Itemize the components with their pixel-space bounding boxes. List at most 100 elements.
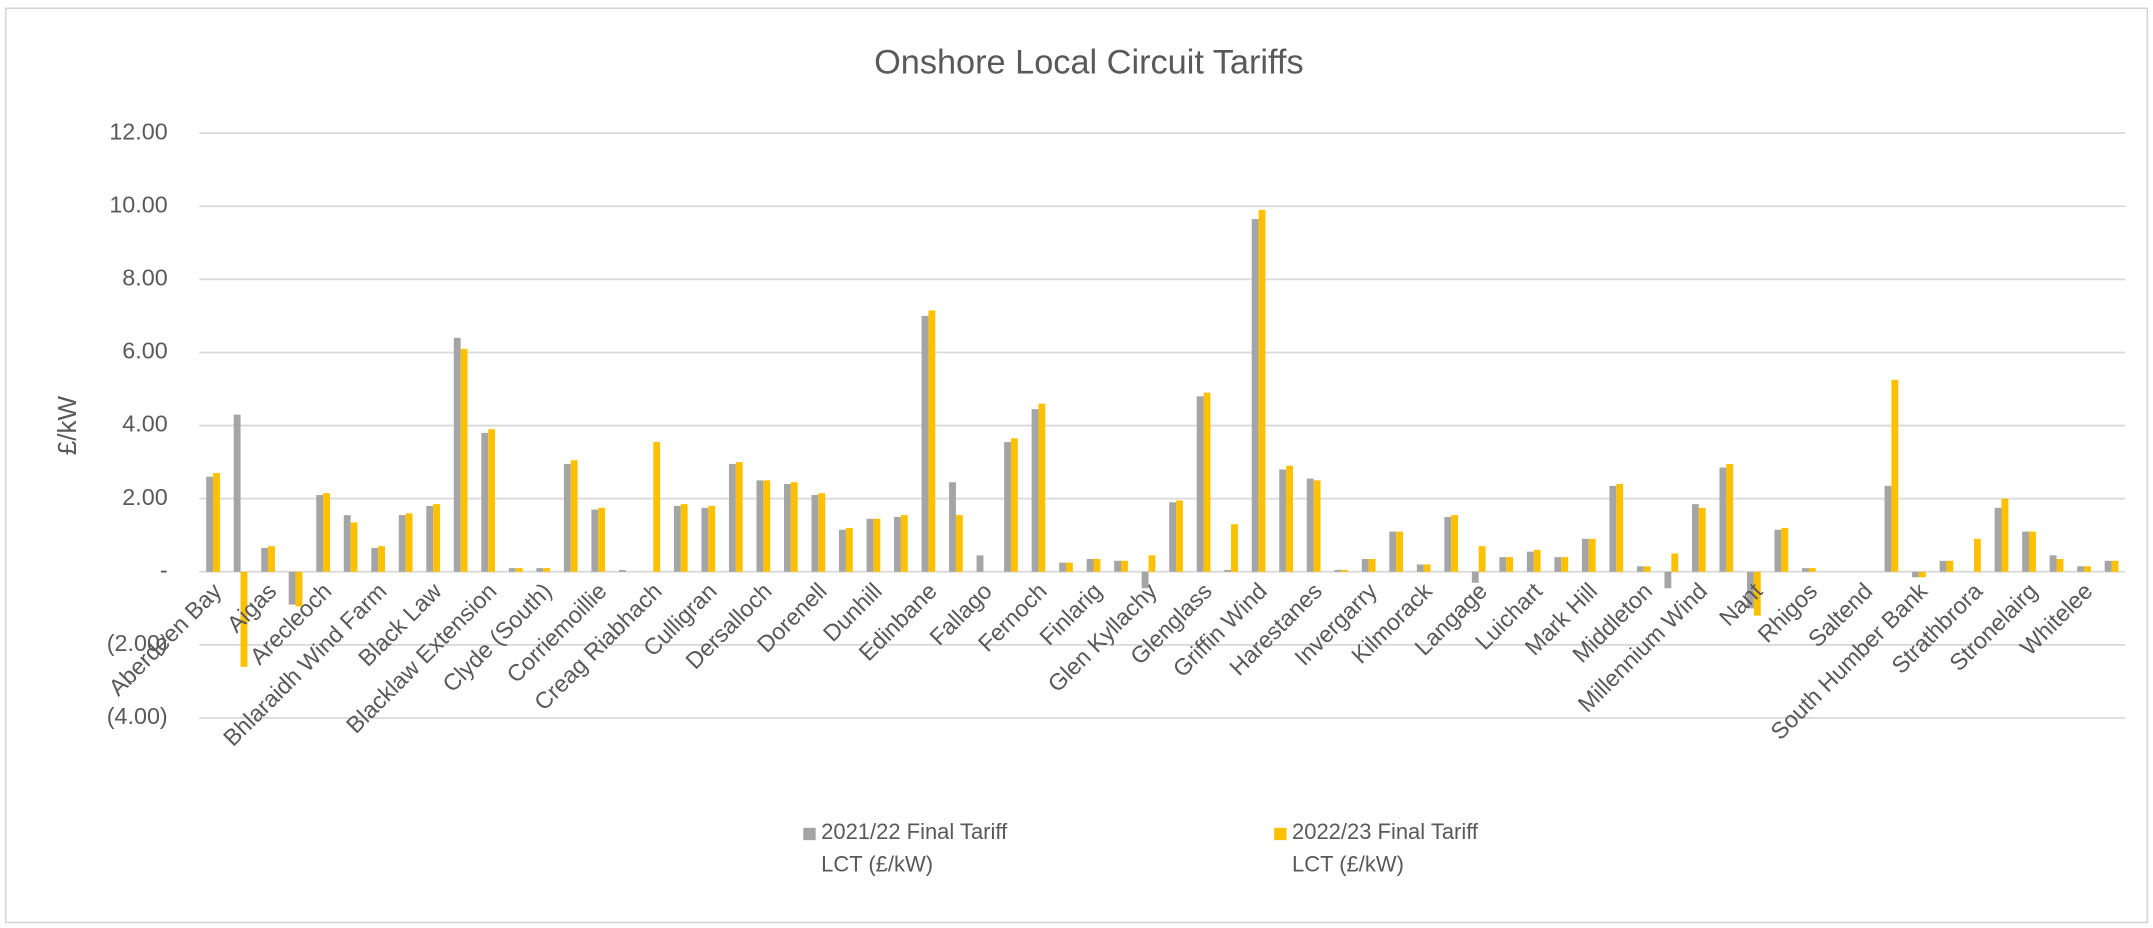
bar xyxy=(1334,569,1342,572)
bar xyxy=(1802,568,1809,572)
chart-border xyxy=(5,7,2148,924)
bar xyxy=(2111,560,2119,572)
bar xyxy=(1561,557,1569,572)
bar xyxy=(1196,396,1204,572)
legend-swatch xyxy=(803,827,816,841)
bar xyxy=(1912,571,1919,578)
y-tick-label: (2.00) xyxy=(107,630,168,656)
bar xyxy=(873,518,881,572)
bar xyxy=(371,548,379,572)
bar xyxy=(570,460,578,572)
bar xyxy=(426,505,434,572)
bar xyxy=(839,529,846,572)
bar xyxy=(1038,403,1046,572)
bar xyxy=(405,513,413,572)
bar xyxy=(1451,515,1459,572)
bar xyxy=(1939,560,1947,572)
bar xyxy=(460,348,468,572)
bar xyxy=(453,337,461,572)
bar xyxy=(1141,571,1149,589)
bar xyxy=(955,515,963,572)
bar xyxy=(1636,566,1644,572)
bar xyxy=(1643,566,1651,572)
bar xyxy=(1093,558,1101,572)
bar xyxy=(1973,538,1981,572)
bar xyxy=(763,480,771,572)
bar xyxy=(2077,566,2085,572)
bar xyxy=(1533,549,1541,572)
bar xyxy=(1664,571,1672,589)
bar xyxy=(515,568,523,572)
bar xyxy=(2104,560,2112,572)
y-tick-label: 4.00 xyxy=(122,411,167,437)
bar xyxy=(1444,516,1452,572)
bar xyxy=(591,509,599,572)
bar xyxy=(1341,569,1349,572)
bar xyxy=(1396,531,1404,572)
bar xyxy=(1753,571,1761,616)
bar xyxy=(1698,507,1706,572)
bar xyxy=(1746,571,1754,609)
y-tick-label: (4.00) xyxy=(107,703,168,729)
bar xyxy=(323,493,330,572)
bar xyxy=(735,462,743,572)
bar xyxy=(673,505,681,572)
y-tick-label: 6.00 xyxy=(122,338,167,364)
bar xyxy=(268,546,275,572)
bar xyxy=(1946,560,1954,572)
bar xyxy=(543,568,551,572)
bar xyxy=(708,505,716,572)
bar xyxy=(2049,555,2057,572)
bar xyxy=(233,414,241,572)
bar xyxy=(343,515,351,572)
bar xyxy=(2001,498,2009,572)
bar xyxy=(1499,557,1507,572)
bar xyxy=(2029,531,2036,572)
bar xyxy=(1231,524,1238,572)
bar xyxy=(536,568,544,572)
bar xyxy=(1994,507,2002,572)
bar xyxy=(2022,531,2030,572)
bar xyxy=(1251,219,1259,572)
bar xyxy=(433,504,441,572)
y-tick-label: 2.00 xyxy=(122,484,167,510)
bar xyxy=(818,493,826,572)
bar xyxy=(1279,469,1287,572)
bar xyxy=(481,432,489,572)
bar xyxy=(783,484,791,572)
bar xyxy=(1361,558,1369,572)
bar xyxy=(1478,546,1486,572)
bar xyxy=(894,516,901,572)
bar xyxy=(378,546,386,572)
bar xyxy=(488,429,496,572)
bar xyxy=(316,495,324,572)
bar xyxy=(1416,564,1424,572)
bar xyxy=(900,515,908,572)
bar xyxy=(1726,463,1734,572)
bar xyxy=(1808,568,1816,572)
bar xyxy=(1169,502,1177,572)
bar xyxy=(1368,558,1376,572)
bar xyxy=(1423,564,1431,572)
bar xyxy=(811,495,819,572)
bar xyxy=(1086,558,1094,572)
bar xyxy=(2056,558,2064,572)
bar xyxy=(1176,500,1183,572)
bar xyxy=(1471,571,1479,583)
bar xyxy=(598,507,606,572)
bar xyxy=(1719,467,1727,572)
bar xyxy=(1506,557,1514,572)
bar xyxy=(2084,566,2091,572)
bar xyxy=(949,482,956,572)
bar xyxy=(1010,438,1018,572)
bar xyxy=(728,463,736,572)
bar xyxy=(1059,562,1066,572)
y-tick-label: 10.00 xyxy=(109,191,167,217)
bar xyxy=(295,571,303,607)
legend-label: 2022/23 Final Tariff LCT (£/kW) xyxy=(1292,820,1479,878)
legend-item: 2021/22 Final Tariff LCT (£/kW) xyxy=(821,821,1007,877)
bar xyxy=(1224,569,1232,572)
bar xyxy=(1114,560,1122,572)
bar xyxy=(1588,538,1596,572)
bar xyxy=(1891,379,1899,572)
